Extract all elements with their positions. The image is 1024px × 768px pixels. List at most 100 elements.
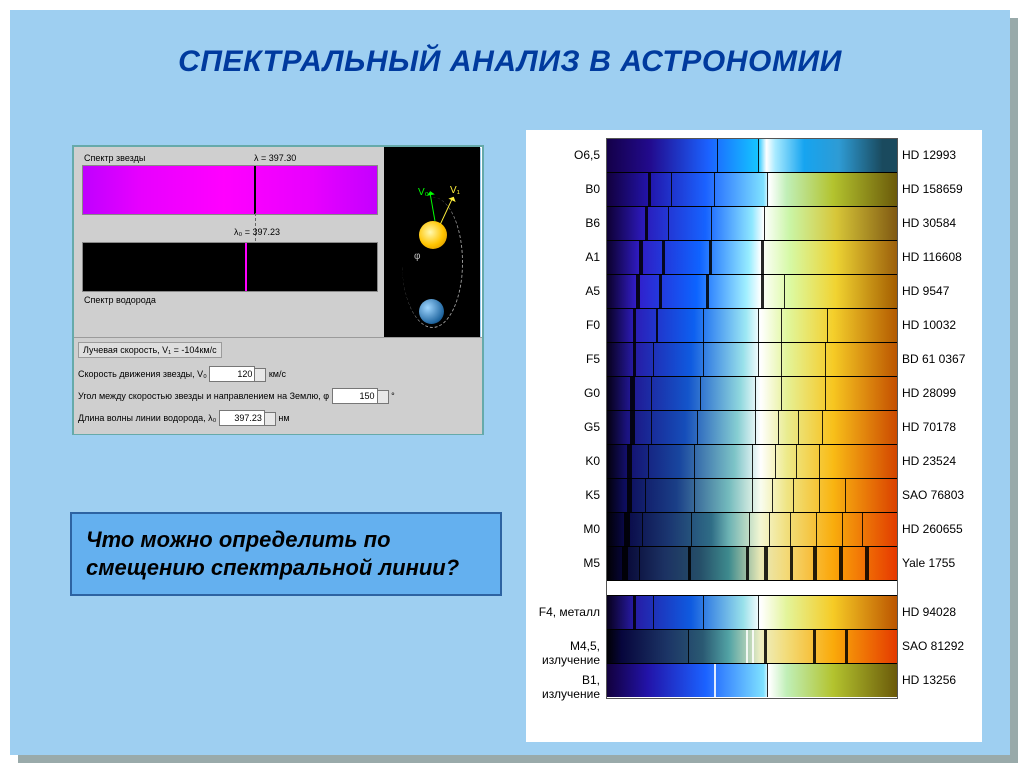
spectral-line (764, 630, 767, 663)
spectrum-row (607, 513, 897, 547)
radial-velocity-readout: Лучевая скорость, V₁ = -104км/с (78, 342, 222, 358)
star-spectrum-bar (82, 165, 378, 215)
star-icon (419, 221, 447, 249)
hydrogen-label: Спектр водорода (84, 295, 156, 305)
spectrum-row (607, 309, 897, 343)
spectral-line (714, 664, 716, 697)
spectrum-row (607, 343, 897, 377)
spectrum-row (607, 241, 897, 275)
angle-input[interactable] (332, 388, 378, 404)
spectral-line (703, 596, 704, 629)
spectral-line (746, 547, 749, 580)
spectral-class-label: M4,5, излучение (534, 639, 600, 667)
spectral-class-chart: O6,5HD 12993B0HD 158659B6HD 30584A1HD 11… (526, 130, 982, 742)
spectral-line (636, 275, 640, 308)
star-id-label: HD 13256 (902, 673, 980, 687)
angle-label: Угол между скоростью звезды и направлени… (78, 391, 329, 401)
spectral-line (865, 547, 869, 580)
spectral-line (827, 309, 828, 342)
star-id-label: HD 28099 (902, 386, 980, 400)
spectral-line (645, 207, 648, 240)
hydrogen-line-tick (245, 243, 247, 291)
spectral-line (798, 411, 799, 444)
star-id-label: HD 158659 (902, 182, 980, 196)
spectral-line (630, 411, 635, 444)
spectral-class-label: M5 (534, 556, 600, 570)
spectral-line (746, 630, 748, 663)
star-id-label: SAO 81292 (902, 639, 980, 653)
spectral-line (819, 445, 820, 478)
spectral-class-label: O6,5 (534, 148, 600, 162)
spin-icon[interactable] (377, 390, 389, 404)
spectral-class-label: A5 (534, 284, 600, 298)
wavelength-unit: нм (278, 413, 289, 423)
spectral-line (633, 309, 636, 342)
spectral-line (709, 241, 712, 274)
spectrum-row (607, 547, 897, 581)
spectral-line (694, 479, 695, 512)
spectral-line (839, 547, 843, 580)
spectral-line (671, 173, 672, 206)
slide-title: СПЕКТРАЛЬНЫЙ АНАЛИЗ В АСТРОНОМИИ (10, 45, 1010, 79)
star-id-label: HD 30584 (902, 216, 980, 230)
spectrum-area: Спектр звезды λ = 397.30 λ₀ = 397.23 Спе… (74, 147, 384, 337)
spectral-line (651, 377, 652, 410)
star-id-label: BD 61 0367 (902, 352, 980, 366)
spectral-line (694, 445, 695, 478)
controls-panel: Лучевая скорость, V₁ = -104км/с Скорость… (74, 337, 482, 434)
spectral-line (778, 411, 779, 444)
spectral-line (651, 411, 652, 444)
speed-label: Скорость движения звезды, V₀ (78, 369, 207, 379)
spectral-line (697, 411, 698, 444)
spectral-line (796, 445, 797, 478)
speed-unit: км/с (269, 369, 286, 379)
spectral-line (700, 377, 701, 410)
orbit-diagram: V₀ V₁ φ (384, 147, 480, 337)
spectral-line (717, 139, 718, 172)
wavelength-input[interactable] (219, 410, 265, 426)
star-id-label: SAO 76803 (902, 488, 980, 502)
spectral-line (825, 343, 826, 376)
spectral-line (624, 513, 630, 546)
spectrum-row (607, 207, 897, 241)
spectral-line (706, 275, 709, 308)
spectral-line (688, 547, 691, 580)
doppler-simulator: Спектр звезды λ = 397.30 λ₀ = 397.23 Спе… (72, 145, 484, 435)
spectrum-row (607, 664, 897, 697)
spectral-line (633, 596, 636, 629)
spectra-divider (607, 581, 897, 596)
star-id-label: Yale 1755 (902, 556, 980, 570)
spectral-line (648, 173, 651, 206)
spectral-line (767, 664, 768, 697)
spectrum-row (607, 139, 897, 173)
spectral-line (714, 173, 715, 206)
spin-icon[interactable] (264, 412, 276, 426)
spectral-line (668, 207, 669, 240)
spectrum-row (607, 630, 897, 664)
star-spectrum-label: Спектр звезды (84, 153, 145, 163)
spectral-line (752, 479, 753, 512)
spin-icon[interactable] (254, 368, 266, 382)
slide: СПЕКТРАЛЬНЫЙ АНАЛИЗ В АСТРОНОМИИ Спектр … (10, 10, 1010, 755)
spectral-line (645, 479, 646, 512)
spectral-line (781, 309, 782, 342)
spectrum-row (607, 411, 897, 445)
spectral-line (691, 513, 692, 546)
spectral-line (813, 630, 816, 663)
star-id-label: HD 10032 (902, 318, 980, 332)
spectrum-row (607, 377, 897, 411)
spectral-line (842, 513, 843, 546)
v0-symbol: V₀ (418, 187, 429, 198)
spectral-line (790, 547, 793, 580)
speed-input[interactable] (209, 366, 255, 382)
question-box: Что можно определить по смещению спектра… (70, 512, 502, 596)
spectral-line (749, 513, 750, 546)
spectral-class-label: B0 (534, 182, 600, 196)
star-id-label: HD 9547 (902, 284, 980, 298)
hydrogen-spectrum-bar (82, 242, 378, 292)
spectral-line (703, 309, 704, 342)
star-id-label: HD 260655 (902, 522, 980, 536)
spectral-line (653, 343, 654, 376)
spectral-line (755, 411, 756, 444)
star-id-label: HD 23524 (902, 454, 980, 468)
